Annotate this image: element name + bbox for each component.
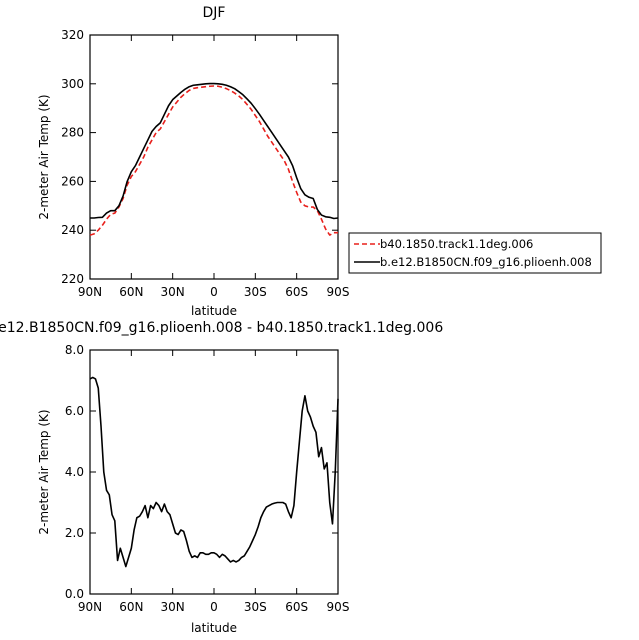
top-y-tick-label: 220 <box>61 272 84 286</box>
bottom-x-tick-label: 90N <box>78 600 102 614</box>
top-x-tick-label: 60N <box>119 285 143 299</box>
bottom-plot-frame <box>89 349 339 595</box>
bottom-y-tick-label: 2.0 <box>65 526 84 540</box>
top-series-line-1 <box>89 85 338 236</box>
top-series-line-2 <box>90 82 339 220</box>
legend-label-2: b.e12.B1850CN.f09_g16.plioenh.008 <box>380 255 592 269</box>
bottom-x-tick-label: 60N <box>119 600 143 614</box>
bottom-x-tick-label: 90S <box>327 600 350 614</box>
top-ticks: 90N 60N 30N 0 30S 60S 90S 220 240 260 280 300 320 <box>61 28 349 299</box>
top-y-tick-label: 240 <box>61 223 84 237</box>
bottom-title: b.e12.B1850CN.f09_g16.plioenh.008 - b40.… <box>0 320 443 336</box>
bottom-y-axis-label: 2-meter Air Temp (K) <box>37 409 51 534</box>
bottom-panel: b.e12.B1850CN.f09_g16.plioenh.008 - b40.… <box>0 320 443 635</box>
top-y-tick-label: 300 <box>61 77 84 91</box>
top-y-axis-label: 2-meter Air Temp (K) <box>37 94 51 219</box>
top-panel: DJF 90N 60N 30N 0 30S 60S 90S 220 240 260 280 300 32… <box>37 5 349 318</box>
top-x-tick-label: 0 <box>210 285 218 299</box>
bottom-x-axis-label: latitude <box>191 621 237 635</box>
bottom-y-tick-label: 0.0 <box>65 587 84 601</box>
bottom-y-tick-label: 8.0 <box>65 343 84 357</box>
bottom-x-tick-label: 60S <box>285 600 308 614</box>
bottom-x-tick-label: 30S <box>244 600 267 614</box>
top-y-tick-label: 280 <box>61 126 84 140</box>
bottom-series-line-1 <box>89 376 339 568</box>
top-x-tick-label: 90N <box>78 285 102 299</box>
legend-box <box>348 232 602 274</box>
top-x-tick-label: 30S <box>244 285 267 299</box>
top-y-tick-label: 320 <box>61 28 84 42</box>
top-x-tick-label: 30N <box>161 285 185 299</box>
top-plot-frame <box>89 34 339 280</box>
bottom-ticks: 90N 60N 30N 0 30S 60S 90S 0.0 2.0 4.0 6.0 8.0 <box>65 343 350 614</box>
bottom-series <box>89 376 339 568</box>
legend-label-1: b40.1850.track1.1deg.006 <box>380 237 533 251</box>
bottom-x-tick-label: 0 <box>210 600 218 614</box>
top-x-tick-label: 60S <box>285 285 308 299</box>
top-x-tick-label: 90S <box>327 285 350 299</box>
top-y-tick-label: 260 <box>61 174 84 188</box>
legend: b40.1850.track1.1deg.006 b.e12.B1850CN.f… <box>348 232 602 274</box>
bottom-y-tick-label: 6.0 <box>65 404 84 418</box>
top-title: DJF <box>203 5 226 21</box>
top-x-axis-label: latitude <box>191 304 237 318</box>
top-series <box>89 82 339 236</box>
bottom-x-tick-label: 30N <box>161 600 185 614</box>
bottom-y-tick-label: 4.0 <box>65 465 84 479</box>
